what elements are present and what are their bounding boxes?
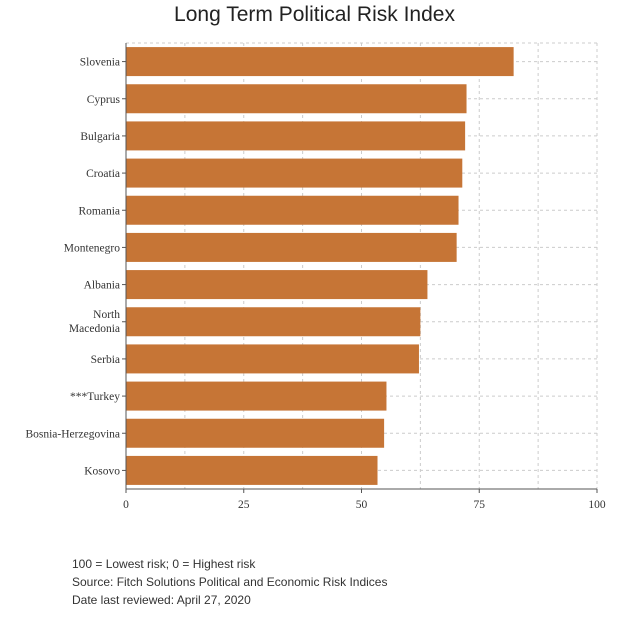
category-label: Croatia [86, 168, 120, 180]
bar[interactable] [126, 84, 467, 114]
bar[interactable] [126, 195, 459, 225]
category-labels: Slovenia Cyprus Bulgaria Croatia Romania Mont… [25, 57, 120, 478]
bars [126, 47, 514, 485]
category-label: Serbia [91, 354, 120, 366]
axes [122, 43, 598, 493]
footer-source: Source: Fitch Solutions Political and Ec… [72, 575, 388, 589]
tick-labels: 0 25 50 75 100 [123, 499, 606, 511]
category-label: ***Turkey [70, 391, 120, 403]
bar[interactable] [126, 307, 421, 337]
bar[interactable] [126, 455, 378, 485]
category-label: North Macedonia [69, 309, 120, 335]
category-label: Montenegro [64, 242, 120, 254]
category-label: Albania [84, 280, 120, 292]
category-label: Kosovo [84, 465, 120, 477]
bar[interactable] [126, 47, 514, 77]
bar[interactable] [126, 158, 463, 188]
category-label: Cyprus [87, 94, 121, 106]
x-tick-label: 0 [123, 499, 129, 511]
x-tick-label: 25 [238, 499, 250, 511]
category-label: Bosnia-Herzegovina [25, 428, 120, 440]
category-label: Slovenia [80, 57, 120, 69]
bar[interactable] [126, 232, 457, 262]
bar[interactable] [126, 121, 466, 151]
bar[interactable] [126, 344, 419, 374]
bar-chart: Slovenia Cyprus Bulgaria Croatia Romania Mont… [25, 42, 606, 511]
category-label: Romania [78, 205, 120, 217]
chart-footer: 100 = Lowest risk; 0 = Highest risk Sour… [72, 555, 387, 609]
x-tick-label: 100 [588, 499, 606, 511]
x-tick-label: 75 [474, 499, 486, 511]
footer-scale-note: 100 = Lowest risk; 0 = Highest risk [72, 557, 256, 571]
category-label: Bulgaria [80, 131, 120, 143]
chart-title: Long Term Political Risk Index [174, 3, 455, 26]
footer-date: Date last reviewed: April 27, 2020 [72, 593, 251, 607]
bar[interactable] [126, 381, 387, 411]
bar[interactable] [126, 270, 428, 300]
x-tick-label: 50 [356, 499, 368, 511]
bar[interactable] [126, 418, 385, 448]
